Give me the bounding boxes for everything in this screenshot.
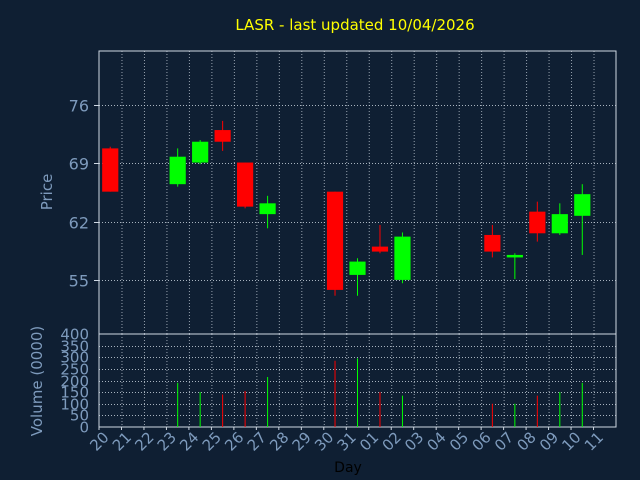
candle-body-10 — [574, 194, 591, 216]
candle-body-30 — [326, 191, 344, 290]
volume-tick-label: 0 — [79, 419, 89, 437]
volume-tick-label: 150 — [60, 384, 89, 402]
candle-body-09 — [551, 214, 568, 234]
volume-tick-label: 350 — [60, 338, 89, 356]
candle-body-27 — [259, 203, 276, 215]
candle-body-23 — [169, 156, 186, 185]
chart-title: LASR - last updated 10/04/2026 — [235, 16, 474, 34]
candle-body-01 — [371, 246, 389, 252]
candle-body-31 — [349, 261, 366, 275]
price-panel: 55 62 69 76 — [69, 50, 617, 335]
candle-body-02 — [394, 236, 411, 280]
candle-body-20 — [102, 148, 119, 192]
volume-tick-label: 100 — [60, 396, 89, 414]
day-ticks: 2021222324252627282930310102030405060708… — [86, 427, 607, 455]
volume-tick-label: 50 — [70, 407, 89, 425]
candle-body-24 — [192, 141, 209, 163]
price-axis-label: Price — [38, 174, 56, 211]
candle-body-08 — [529, 211, 546, 234]
price-tick-label: 69 — [69, 155, 89, 174]
candle-body-25 — [214, 130, 231, 142]
volume-tick-label: 250 — [60, 361, 89, 379]
price-tick-label: 62 — [69, 214, 89, 233]
day-axis-label: Day — [334, 460, 362, 476]
price-tick-label: 55 — [69, 272, 89, 291]
candle-body-06 — [484, 234, 501, 252]
volume-tick-label: 300 — [60, 349, 89, 367]
candle-body-07 — [506, 254, 523, 258]
volume-tick-label: 400 — [60, 326, 89, 344]
volume-tick-label: 200 — [60, 373, 89, 391]
price-tick-label: 76 — [69, 97, 89, 116]
candle-body-26 — [237, 162, 254, 207]
volume-axis-label: Volume (0000) — [28, 326, 46, 436]
